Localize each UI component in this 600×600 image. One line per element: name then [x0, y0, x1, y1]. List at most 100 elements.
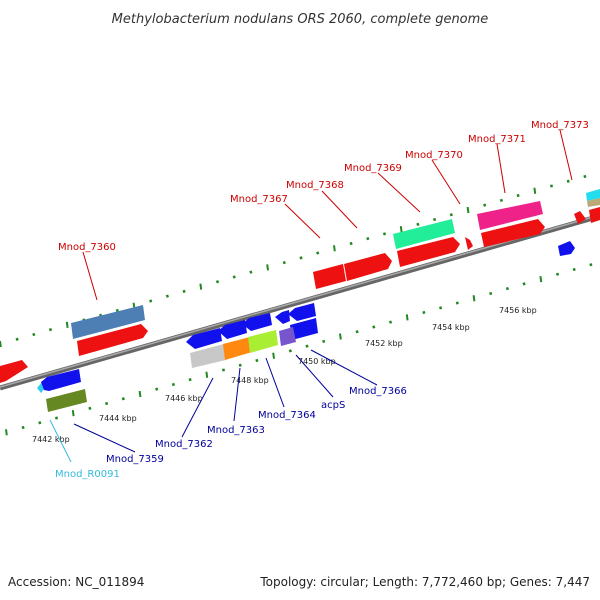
gene-label[interactable]: Mnod_7367 [230, 194, 288, 205]
minor-tick [105, 401, 109, 406]
minor-tick [516, 193, 520, 198]
gene-arrow[interactable] [477, 201, 543, 230]
gene-label[interactable]: Mnod_7360 [58, 242, 116, 253]
minor-tick [449, 213, 453, 217]
backbone [0, 213, 600, 391]
minor-tick [115, 308, 119, 313]
minor-tick [288, 349, 292, 353]
minor-tick [589, 263, 593, 267]
gene-arrow[interactable] [288, 303, 316, 321]
gene-label[interactable]: Mnod_7362 [155, 439, 213, 450]
minor-tick [155, 387, 159, 391]
minor-tick [499, 198, 503, 202]
major-tick [472, 295, 476, 302]
major-tick [405, 314, 409, 321]
major-tick [533, 187, 537, 194]
scale-label: 7444 kbp [99, 414, 137, 423]
minor-tick [416, 222, 420, 226]
minor-tick [182, 289, 186, 293]
minor-tick [255, 358, 259, 363]
gene-label[interactable]: Mnod_7364 [258, 410, 316, 421]
minor-tick [121, 397, 125, 401]
gene-arrow[interactable] [465, 237, 473, 250]
reverse-gene-labels: Mnod_7359 Mnod_7362 Mnod_7363 Mnod_7364 … [106, 386, 407, 465]
gene-arrow[interactable] [190, 344, 226, 368]
gene-label[interactable]: Mnod_7369 [344, 163, 402, 174]
gene-label[interactable]: Mnod_7359 [106, 454, 164, 465]
minor-tick [505, 287, 509, 291]
minor-tick [455, 301, 459, 305]
scale-label: 7456 kbp [499, 306, 537, 315]
major-tick [266, 264, 269, 271]
gene-label[interactable]: Mnod_7371 [468, 134, 526, 145]
gene-arrow[interactable] [393, 219, 455, 249]
gene-arrow[interactable] [77, 324, 148, 356]
minor-tick [221, 368, 226, 372]
gene-arrow[interactable] [558, 241, 575, 256]
minor-tick [54, 416, 59, 420]
minor-tick [566, 179, 570, 183]
map-title: Methylobacterium nodulans ORS 2060, comp… [112, 12, 489, 27]
major-tick [138, 390, 142, 398]
gene-label[interactable]: acpS [321, 400, 345, 411]
gene-arrow[interactable] [275, 310, 290, 324]
minor-tick [88, 406, 92, 410]
minor-tick [483, 203, 487, 207]
minor-tick [215, 280, 220, 284]
minor-tick [322, 339, 326, 343]
minor-tick [355, 330, 359, 334]
scale-label: 7452 kbp [365, 339, 403, 348]
forward-gene-labels: Mnod_7360 Mnod_7367 Mnod_7368 Mnod_7369 … [58, 120, 589, 253]
leader-lines [49, 129, 573, 463]
minor-tick [549, 184, 554, 188]
gene-arrow[interactable] [481, 219, 545, 247]
minor-tick [15, 337, 19, 341]
gene-arrow[interactable] [186, 328, 222, 349]
gene-arrow[interactable] [589, 207, 600, 223]
gene-label[interactable]: Mnod_7370 [405, 150, 463, 161]
gene-arrow[interactable] [248, 330, 278, 353]
minor-tick [282, 261, 286, 265]
major-tick [333, 245, 336, 252]
gene-arrow[interactable] [71, 305, 145, 339]
gene-arrow[interactable] [397, 237, 460, 267]
tick-rings [0, 174, 593, 436]
gene-label[interactable]: Mnod_R0091 [55, 469, 120, 480]
gene-arrow[interactable] [218, 320, 247, 339]
gene-arrow[interactable] [41, 369, 81, 391]
minor-tick [232, 275, 236, 279]
gene-label[interactable]: Mnod_7373 [531, 120, 589, 131]
gene-label[interactable]: Mnod_7366 [349, 386, 407, 397]
gene-arrow[interactable] [313, 264, 346, 289]
minor-tick [572, 267, 576, 272]
major-tick [399, 225, 403, 233]
major-tick [272, 352, 275, 359]
major-tick [0, 340, 2, 348]
minor-tick [171, 382, 175, 387]
scale-labels: 7442 kbp 7444 kbp 7446 kbp 7448 kbp 7450… [32, 306, 537, 444]
gene-arrow[interactable] [574, 211, 586, 224]
gene-arrow[interactable] [223, 337, 252, 360]
gene-label[interactable]: Mnod_7368 [286, 180, 344, 191]
accession-text: Accession: NC_011894 [8, 575, 144, 589]
minor-tick [188, 378, 192, 382]
minor-tick [238, 363, 242, 367]
major-tick [71, 409, 75, 417]
forward-features [0, 189, 600, 383]
gene-arrow[interactable] [587, 198, 600, 207]
gene-label[interactable]: Mnod_7363 [207, 425, 265, 436]
minor-tick [32, 332, 36, 337]
gene-arrow[interactable] [586, 189, 600, 201]
gene-arrow[interactable] [0, 360, 28, 383]
gene-arrow[interactable] [46, 389, 87, 412]
gene-arrow[interactable] [242, 313, 272, 331]
gene-arrow[interactable] [290, 318, 318, 340]
minor-tick [249, 270, 253, 274]
major-tick [539, 275, 543, 283]
minor-tick [433, 217, 437, 222]
gene-arrow[interactable] [279, 327, 296, 346]
minor-tick [316, 251, 320, 255]
gene-arrow[interactable] [344, 253, 392, 281]
major-tick [339, 333, 342, 340]
